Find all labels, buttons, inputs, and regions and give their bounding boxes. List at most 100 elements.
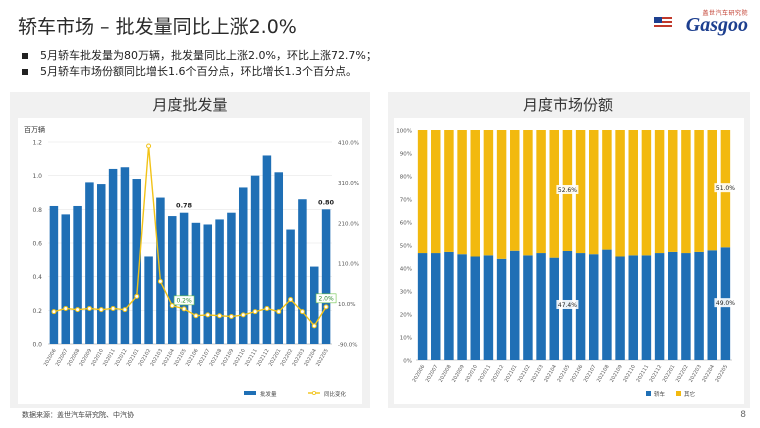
bar-sedan-share [681, 253, 691, 360]
bar-other-share [417, 130, 428, 254]
bar-other-share [549, 130, 559, 258]
point-yoy [217, 313, 223, 319]
bar-wholesale [73, 205, 82, 344]
data-source: 数据来源：盖世汽车研究院、中汽协 [22, 411, 134, 419]
bullet-square-icon [22, 69, 28, 75]
wholesale-chart-svg: 百万辆 0.0 0.2 0.4 0.6 0.8 1.0 1.2 -90.0% 10.0% 110.0… [24, 125, 359, 398]
bar-sedan-share [417, 253, 428, 360]
bar-wholesale [227, 212, 236, 344]
bar-other-share [615, 130, 625, 257]
y-tick-label: 60% [400, 221, 412, 227]
bar-sedan-share [654, 253, 665, 360]
bar-other-share [668, 130, 678, 252]
y-tick-label: 0% [403, 359, 412, 365]
legend-swatch-other [676, 391, 681, 396]
legend-label-sedan: 轿车 [654, 390, 666, 398]
bar-wholesale [262, 155, 272, 344]
bar-wholesale [238, 187, 248, 344]
logo-wordmark: Gasgoo [685, 14, 748, 36]
point-yoy [122, 307, 128, 313]
y-tick-label: 80% [400, 175, 412, 181]
bar-other-share [483, 130, 494, 256]
y-tick-label: 0.4 [32, 274, 42, 281]
y-tick-label: 90% [400, 152, 412, 158]
bar-wholesale [179, 212, 189, 344]
bar-wholesale [167, 216, 177, 344]
legend-label-wholesale: 批发量 [260, 390, 277, 398]
bar-sedan-share [641, 255, 652, 360]
bar-sedan-share [668, 251, 678, 360]
share-label-box [714, 298, 737, 308]
share-label-box [714, 183, 737, 193]
bar-other-share [444, 130, 454, 252]
bar-sedan-share [549, 257, 559, 360]
y-tick-label: 100% [396, 129, 412, 135]
point-yoy [228, 314, 234, 320]
point-yoy [311, 323, 317, 329]
bar-wholesale [309, 266, 319, 344]
bar-other-share [589, 130, 599, 255]
y2-tick-label: 310.0% [338, 181, 359, 187]
bar-wholesale [132, 179, 142, 344]
legend-label-yoy: 同比变化 [324, 390, 347, 398]
bar-wholesale [250, 175, 260, 344]
bar-other-share [654, 130, 665, 254]
bar-sedan-share [496, 258, 507, 360]
y-tick-label: 0.0 [32, 342, 42, 349]
us-flag-icon [654, 17, 672, 29]
share-data-label: 52.6% [558, 187, 577, 194]
y2-tick-label: 210.0% [338, 221, 359, 227]
bar-wholesale [274, 172, 284, 344]
point-yoy [51, 309, 57, 315]
bar-wholesale [144, 256, 153, 344]
point-yoy [169, 303, 175, 309]
bar-wholesale [85, 182, 94, 344]
y-tick-label: 0.6 [32, 241, 42, 248]
bar-wholesale [298, 199, 307, 344]
bar-sedan-share [483, 255, 494, 360]
line-data-label: 2.0% [318, 295, 334, 302]
legend-swatch-sedan [646, 391, 651, 396]
bar-other-share [536, 130, 546, 254]
point-yoy [181, 306, 187, 312]
point-yoy [323, 304, 329, 310]
bar-wholesale [321, 209, 331, 344]
point-yoy [134, 293, 140, 299]
bar-sedan-share [707, 250, 717, 360]
y-tick-label: 1.2 [32, 140, 42, 147]
bar-other-share [523, 130, 533, 256]
bullet-text: 5月轿车批发量为80万辆，批发量同比上涨2.0%，环比上涨72.7%； [40, 49, 377, 62]
bar-sedan-share [536, 253, 546, 360]
bar-other-share [707, 130, 717, 251]
bar-wholesale [96, 184, 106, 344]
bar-sedan-share [457, 254, 467, 360]
point-yoy [276, 309, 282, 315]
share-chart: 0% 10% 20% 30% 40% 50% 60% 70% 80% 90% 100% 202006 2… [394, 118, 744, 404]
line-label-box [315, 293, 337, 304]
bar-sedan-share [470, 256, 480, 360]
bar-sedan-share [615, 256, 625, 360]
bullet-square-icon [22, 53, 28, 59]
bar-sedan-share [602, 249, 612, 360]
bar-wholesale [215, 219, 224, 344]
point-yoy [252, 309, 258, 315]
point-yoy [146, 143, 152, 149]
y2-tick-label: 10.0% [338, 302, 355, 308]
bar-sedan-share [575, 253, 586, 360]
share-label-box [556, 299, 579, 309]
point-yoy [157, 278, 163, 284]
x-tick-label: 202205 [714, 364, 729, 384]
wholesale-chart: 百万辆 0.0 0.2 0.4 0.6 0.8 1.0 1.2 -90.0% 10.0% 110.0… [18, 118, 362, 404]
bar-sedan-share [589, 254, 599, 360]
point-yoy [240, 312, 246, 318]
line-label-box [173, 295, 195, 306]
legend-swatch-wholesale [244, 391, 256, 395]
point-yoy [299, 309, 305, 315]
legend-marker-yoy [311, 390, 316, 395]
y-tick-label: 0.2 [32, 308, 42, 315]
y-tick-label: 0.8 [32, 207, 42, 214]
share-label-box [556, 184, 579, 194]
bar-wholesale [108, 168, 118, 344]
bar-sedan-share [523, 255, 533, 360]
bar-wholesale [203, 224, 213, 344]
